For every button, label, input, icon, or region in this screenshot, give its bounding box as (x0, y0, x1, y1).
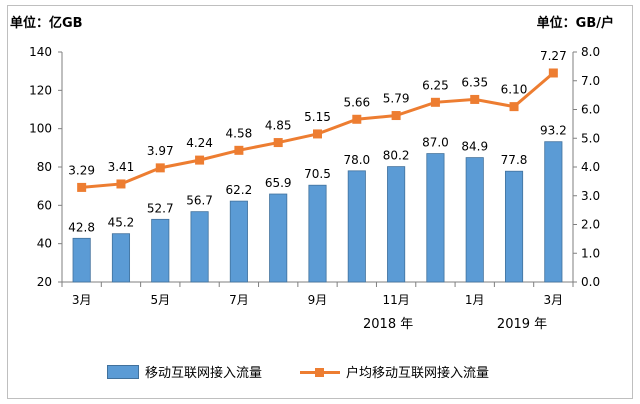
line-point (509, 102, 519, 112)
right-axis-tick-label: 6.0 (581, 103, 600, 117)
line-point (470, 94, 480, 104)
bar (72, 237, 91, 283)
line-point (273, 138, 283, 148)
right-axis-tick-label: 0.0 (581, 275, 600, 289)
bar-data-label: 65.9 (265, 176, 292, 190)
line-data-label: 3.97 (147, 144, 174, 158)
right-axis-unit-label: 单位：GB/户 (536, 16, 614, 31)
bar (544, 141, 563, 283)
bar-data-label: 56.7 (186, 194, 213, 208)
right-axis-tick-label: 8.0 (581, 45, 600, 59)
legend-line-label: 户均移动互联网接入流量 (346, 366, 490, 381)
left-axis-tick-label: 80 (37, 160, 52, 174)
bar (347, 170, 366, 283)
line-point (234, 145, 244, 155)
line-data-label: 5.79 (383, 92, 410, 106)
x-axis-tick-label: 7月 (229, 293, 249, 307)
line-point (430, 97, 440, 107)
legend-item-bars: 移动互联网接入流量 (107, 362, 262, 381)
left-axis-tick-label: 20 (37, 275, 52, 289)
right-axis-tick-label: 7.0 (581, 74, 600, 88)
line-data-label: 3.29 (68, 163, 95, 177)
bar (426, 153, 445, 283)
bar-data-label: 52.7 (147, 201, 174, 215)
left-axis-tick-label: 100 (29, 122, 52, 136)
bar (465, 157, 484, 283)
year-label-2018: 2018 年 (363, 317, 413, 332)
bar (151, 218, 170, 283)
x-axis-tick-label: 9月 (308, 293, 328, 307)
line-data-label: 3.41 (108, 160, 135, 174)
bar-data-label: 62.2 (226, 183, 253, 197)
bar (229, 200, 248, 283)
bar-data-label: 70.5 (304, 167, 331, 181)
line-point (548, 68, 558, 78)
x-axis-tick-label: 3月 (544, 293, 564, 307)
line-data-label: 4.58 (226, 126, 253, 140)
right-axis-tick-label: 4.0 (581, 160, 600, 174)
line-point (352, 114, 362, 124)
bar-data-label: 84.9 (461, 140, 488, 154)
left-axis-tick-label: 120 (29, 83, 52, 97)
line-point (77, 182, 87, 192)
x-axis-tick-label: 5月 (150, 293, 170, 307)
line-point (195, 155, 205, 165)
line-data-label: 5.15 (304, 110, 331, 124)
x-axis-tick-label: 11月 (382, 293, 409, 307)
line-point (155, 163, 165, 173)
legend-bar-label: 移动互联网接入流量 (145, 366, 263, 381)
year-label-2019: 2019 年 (497, 317, 547, 332)
bar-data-label: 87.0 (422, 136, 449, 150)
left-axis-tick-label: 140 (29, 45, 52, 59)
bar (387, 166, 406, 283)
right-axis-tick-label: 2.0 (581, 218, 600, 232)
line-data-label: 7.27 (540, 49, 567, 63)
left-axis-tick-label: 60 (37, 198, 52, 212)
line-data-label: 5.66 (343, 95, 370, 109)
x-axis-tick-label: 3月 (72, 293, 92, 307)
line-data-label: 6.10 (501, 83, 528, 97)
line-data-label: 4.85 (265, 119, 292, 133)
line-point (313, 129, 322, 139)
line-point (116, 179, 126, 189)
legend-line-swatch (300, 366, 340, 378)
left-axis-tick-label: 40 (37, 237, 52, 251)
bar-data-label: 45.2 (108, 216, 135, 230)
line-data-label: 6.35 (461, 75, 488, 89)
x-axis-tick-label: 1月 (465, 293, 485, 307)
right-axis-tick-label: 5.0 (581, 131, 600, 145)
legend-bar-swatch (107, 364, 139, 379)
bar-data-label: 80.2 (383, 149, 410, 163)
right-axis-tick-label: 1.0 (581, 246, 600, 260)
line-point (391, 111, 401, 121)
bar (308, 184, 327, 283)
left-axis-unit-label: 单位：亿GB (10, 16, 83, 31)
bar (111, 233, 131, 283)
right-axis-tick-label: 3.0 (581, 189, 600, 203)
bar (190, 211, 209, 283)
bar-data-label: 93.2 (540, 124, 567, 138)
bar (504, 170, 524, 283)
bar-data-label: 78.0 (343, 153, 370, 167)
line-data-label: 4.24 (186, 136, 213, 150)
legend-item-line: 户均移动互联网接入流量 (300, 362, 489, 381)
line-data-label: 6.25 (422, 78, 449, 92)
bar-data-label: 77.8 (501, 153, 528, 167)
bar (269, 193, 288, 283)
chart-frame (7, 5, 633, 399)
bar-data-label: 42.8 (68, 220, 95, 234)
